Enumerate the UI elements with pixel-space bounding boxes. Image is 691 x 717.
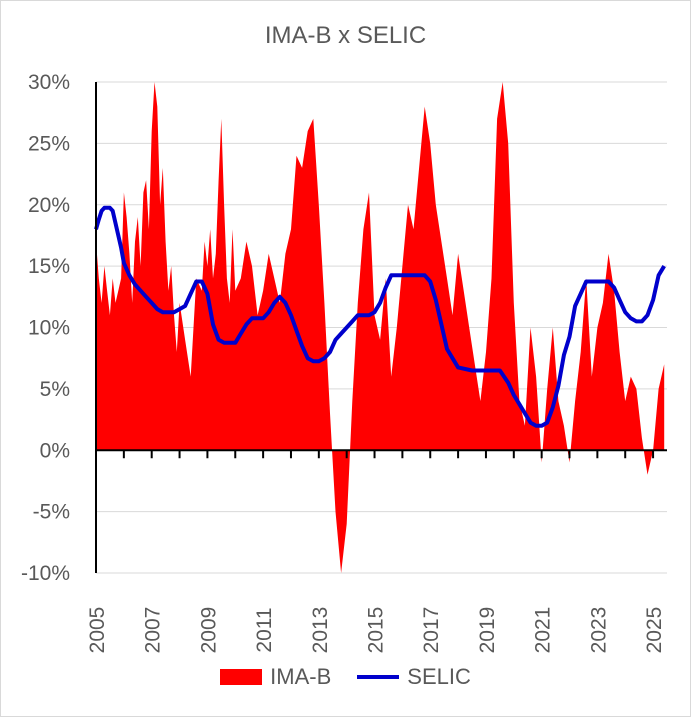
y-tick-label: -10% (21, 562, 70, 585)
x-tick-label: 2015 (365, 607, 388, 654)
x-tick-labels: 2005 2007 2009 2011 2013 2015 2017 2019 2021 2023… (86, 607, 666, 654)
x-tick-label: 2025 (643, 607, 666, 654)
x-tick-label: 2009 (197, 607, 220, 654)
legend-swatch-selic (357, 675, 400, 679)
axes (95, 82, 667, 573)
y-tick-label: 20% (28, 194, 70, 217)
selic-line (94, 205, 666, 428)
x-tick-label: 2019 (476, 607, 499, 654)
y-tick-labels: 30% 25% 20% 15% 10% 5% 0% -5% -10% (21, 71, 70, 585)
y-tick-label: 5% (40, 378, 70, 401)
x-tick-label: 2021 (532, 607, 555, 654)
legend-item-selic: SELIC (357, 664, 471, 690)
x-tick-label: 2007 (142, 607, 165, 654)
y-tick-label: 0% (40, 439, 70, 462)
legend-item-ima-b: IMA-B (220, 664, 331, 690)
y-tick-label: 25% (28, 132, 70, 155)
selic-line-path (94, 205, 666, 428)
legend: IMA-B SELIC (0, 664, 691, 690)
legend-swatch-ima-b (220, 669, 263, 685)
x-tick-label: 2017 (420, 607, 443, 654)
x-tick-label: 2011 (253, 607, 276, 652)
chart-title: IMA-B x SELIC (264, 22, 427, 49)
x-tick-label: 2013 (309, 607, 332, 654)
y-tick-label: 10% (28, 317, 70, 340)
x-tick-label: 2023 (587, 607, 610, 654)
x-tick-label: 2005 (86, 607, 109, 654)
y-tick-label: 15% (28, 255, 70, 278)
legend-label-ima-b: IMA-B (270, 664, 332, 689)
y-tick-label: -5% (33, 501, 70, 524)
legend-label-selic: SELIC (407, 664, 471, 689)
y-tick-label: 30% (28, 71, 70, 94)
